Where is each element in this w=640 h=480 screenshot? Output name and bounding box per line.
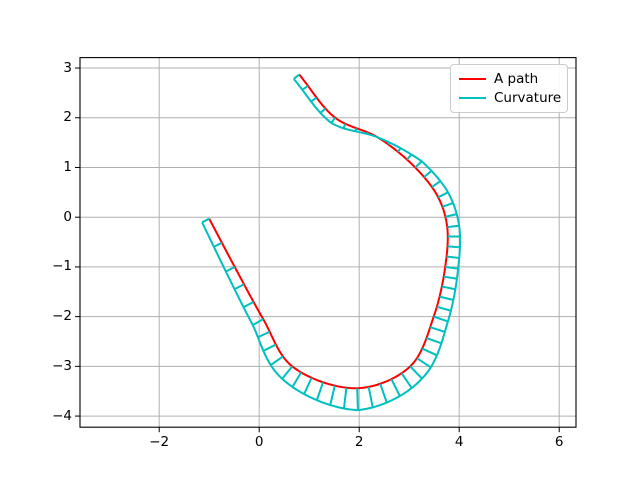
x-tick-label: 0 <box>254 434 264 451</box>
a-path-line <box>208 73 449 390</box>
y-tick-label: −2 <box>52 308 72 325</box>
x-tick-label: 4 <box>454 434 464 451</box>
x-tick-label: 2 <box>354 434 364 451</box>
curvature-label: Curvature <box>494 90 562 106</box>
y-tick-label: 3 <box>63 59 72 76</box>
legend-item-a-path: A path <box>459 70 567 88</box>
a-path-label: A path <box>494 71 539 87</box>
y-tick-label: 1 <box>63 158 72 175</box>
y-tick-label: 0 <box>63 208 72 225</box>
y-tick-label: −4 <box>52 407 72 424</box>
x-tick-label: 6 <box>554 434 564 451</box>
x-tick-label: −2 <box>149 434 170 451</box>
y-tick-label: 2 <box>63 109 72 126</box>
y-tick-label: −3 <box>52 357 72 374</box>
legend: A path Curvature <box>450 64 568 113</box>
curvature-line-swatch <box>459 97 486 99</box>
curvature-comb-line <box>201 73 462 412</box>
axes-spines <box>79 57 577 428</box>
legend-item-curvature: Curvature <box>459 89 567 107</box>
y-tick-label: −1 <box>52 258 72 275</box>
a-path-line-swatch <box>459 78 486 80</box>
